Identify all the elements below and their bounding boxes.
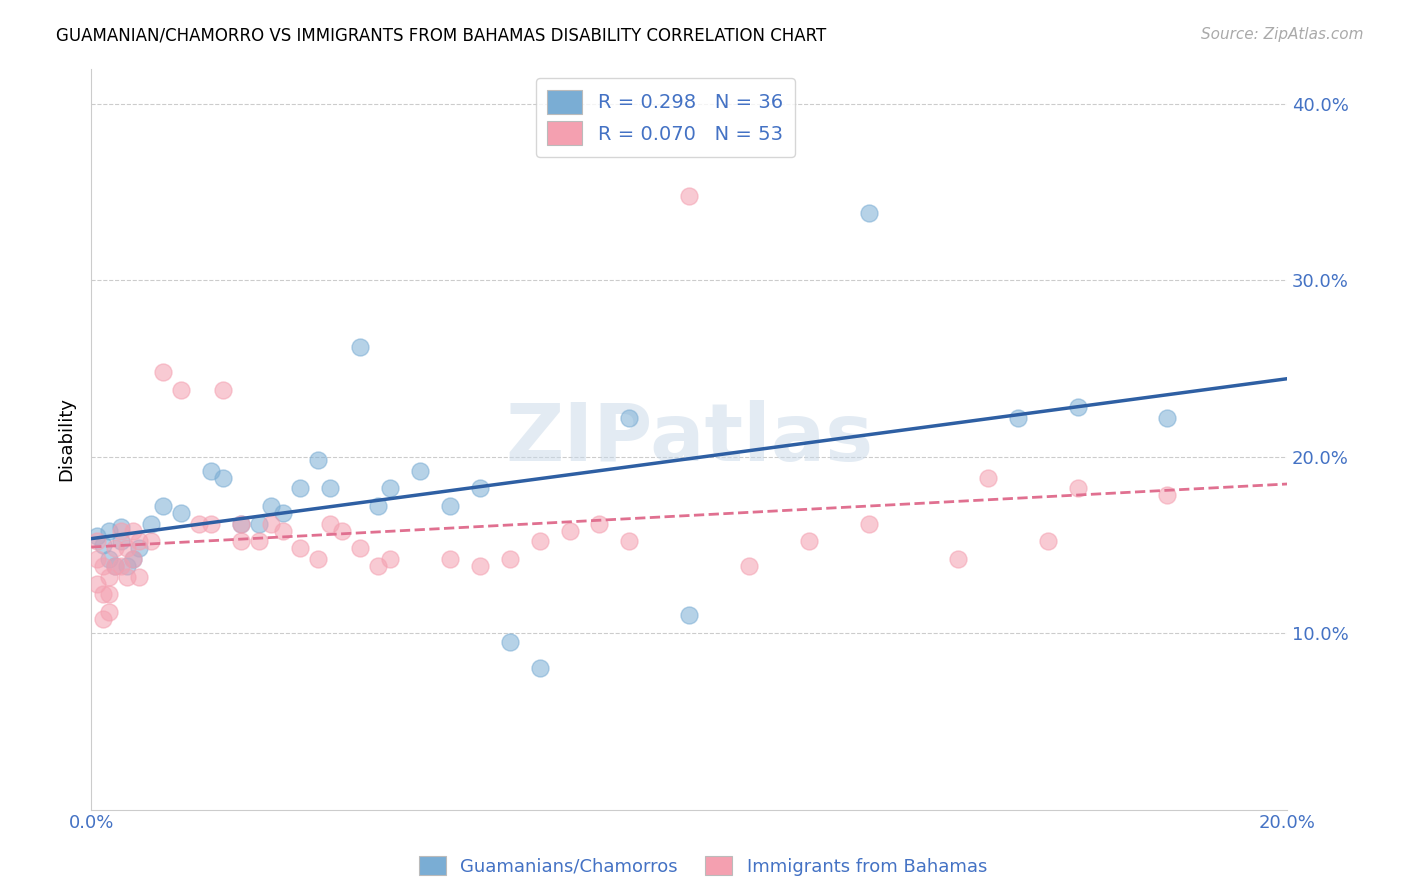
Point [115, 569, 138, 583]
Point [229, 516, 252, 531]
Point [128, 541, 150, 556]
Point [1036, 534, 1059, 549]
Point [86, 576, 108, 591]
Point [91, 538, 114, 552]
Point [170, 383, 193, 397]
Point [349, 340, 371, 354]
Point [98, 605, 121, 619]
Point [307, 453, 329, 467]
Legend: R = 0.298   N = 36, R = 0.070   N = 53: R = 0.298 N = 36, R = 0.070 N = 53 [536, 78, 794, 157]
Point [170, 506, 193, 520]
Point [588, 516, 610, 531]
Point [98, 552, 121, 566]
Point [91, 587, 114, 601]
Point [1156, 488, 1178, 502]
Point [139, 516, 162, 531]
Point [122, 524, 145, 538]
Point [139, 534, 162, 549]
Point [98, 569, 121, 583]
Point [738, 559, 761, 574]
Point [115, 541, 138, 556]
Point [104, 559, 127, 574]
Point [98, 587, 121, 601]
Point [200, 516, 222, 531]
Point [349, 541, 371, 556]
Point [187, 516, 209, 531]
Point [558, 524, 581, 538]
Point [110, 534, 132, 549]
Point [229, 516, 252, 531]
Point [468, 559, 491, 574]
Point [1007, 410, 1029, 425]
Point [128, 569, 150, 583]
Point [290, 541, 312, 556]
Point [259, 516, 281, 531]
Point [678, 188, 700, 202]
Point [152, 499, 174, 513]
Point [378, 552, 401, 566]
Point [128, 534, 150, 549]
Point [91, 612, 114, 626]
Point [91, 559, 114, 574]
Point [86, 552, 108, 566]
Point [529, 534, 551, 549]
Legend: Guamanians/Chamorros, Immigrants from Bahamas: Guamanians/Chamorros, Immigrants from Ba… [412, 849, 994, 883]
Point [110, 559, 132, 574]
Point [200, 464, 222, 478]
Point [152, 365, 174, 379]
Point [86, 534, 108, 549]
Point [259, 499, 281, 513]
Point [367, 559, 389, 574]
Point [290, 482, 312, 496]
Point [439, 552, 461, 566]
Point [330, 524, 353, 538]
Point [247, 516, 270, 531]
Point [948, 552, 970, 566]
Point [499, 552, 522, 566]
Point [110, 520, 132, 534]
Point [86, 529, 108, 543]
Point [499, 635, 522, 649]
Point [858, 516, 880, 531]
Point [104, 541, 127, 556]
Text: GUAMANIAN/CHAMORRO VS IMMIGRANTS FROM BAHAMAS DISABILITY CORRELATION CHART: GUAMANIAN/CHAMORRO VS IMMIGRANTS FROM BA… [56, 27, 827, 45]
Point [1156, 410, 1178, 425]
Point [307, 552, 329, 566]
Point [271, 506, 294, 520]
Point [98, 524, 121, 538]
Point [858, 206, 880, 220]
Point [319, 482, 342, 496]
Point [104, 559, 127, 574]
Point [619, 534, 641, 549]
Point [115, 559, 138, 574]
Point [229, 534, 252, 549]
Point [409, 464, 432, 478]
Point [211, 383, 233, 397]
Point [797, 534, 820, 549]
Point [367, 499, 389, 513]
Point [378, 482, 401, 496]
Point [122, 552, 145, 566]
Text: Source: ZipAtlas.com: Source: ZipAtlas.com [1201, 27, 1364, 42]
Point [439, 499, 461, 513]
Point [529, 661, 551, 675]
Point [271, 524, 294, 538]
Point [977, 471, 1000, 485]
Y-axis label: Disability: Disability [58, 397, 75, 481]
Point [1067, 401, 1090, 415]
Point [110, 524, 132, 538]
Point [468, 482, 491, 496]
Point [1067, 482, 1090, 496]
Text: ZIPatlas: ZIPatlas [505, 400, 873, 478]
Point [247, 534, 270, 549]
Point [319, 516, 342, 531]
Point [122, 552, 145, 566]
Point [619, 410, 641, 425]
Point [211, 471, 233, 485]
Point [678, 608, 700, 623]
